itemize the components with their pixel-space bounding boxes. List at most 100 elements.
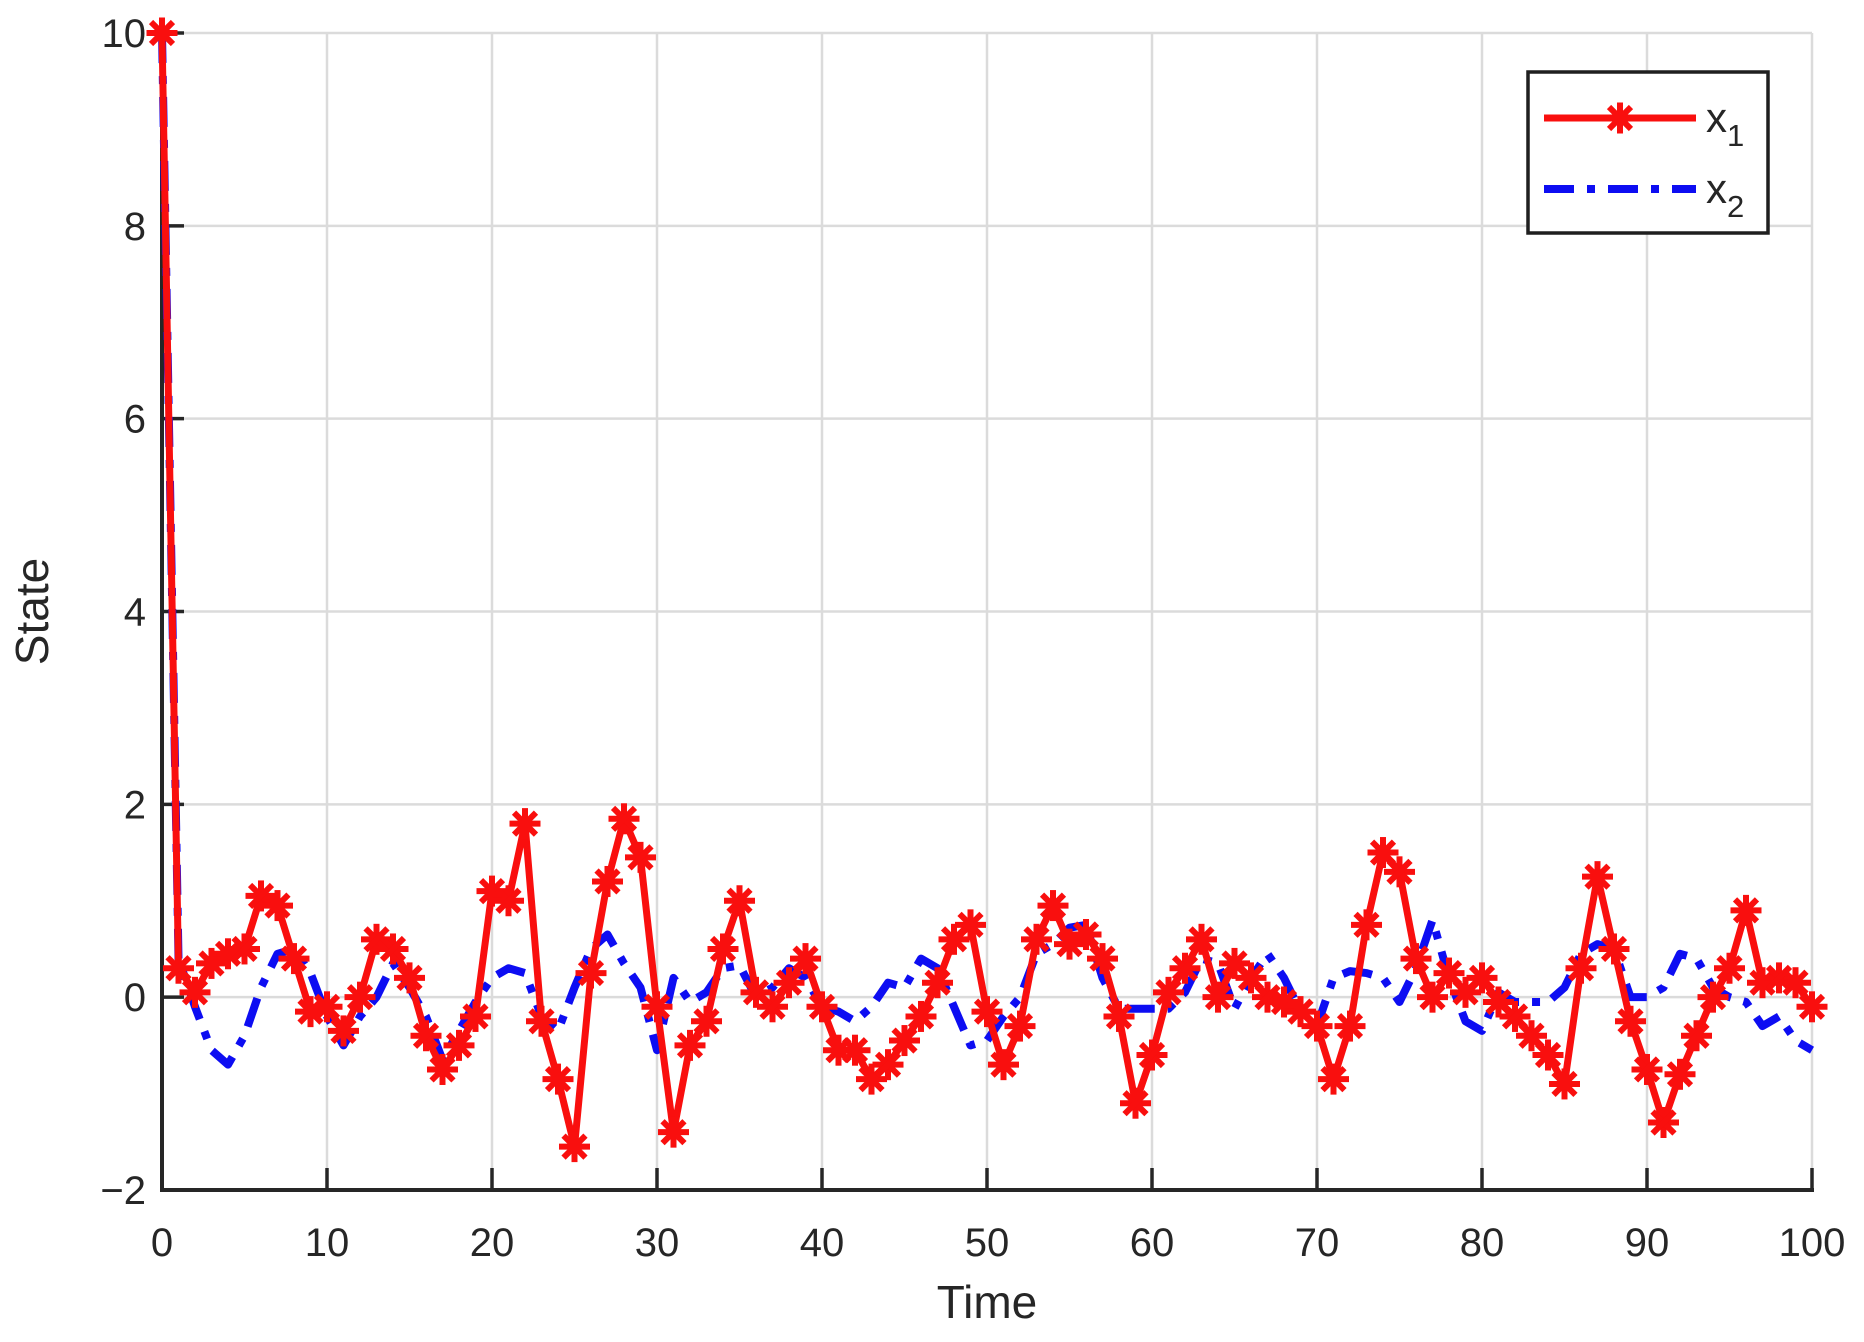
series-x1-marker <box>542 1063 574 1095</box>
asterisk-marker-stroke <box>1204 984 1232 1011</box>
series-x1-marker <box>1400 943 1432 975</box>
series-x1-marker <box>1318 1063 1349 1095</box>
asterisk-marker-stroke <box>330 1017 357 1044</box>
series-x1-marker <box>872 1049 904 1081</box>
series-x1-marker <box>410 1020 442 1052</box>
asterisk-marker-stroke <box>379 935 407 963</box>
series-x1-marker <box>1103 1000 1135 1032</box>
series-x1-marker <box>1532 1039 1564 1071</box>
asterisk-marker-stroke <box>1584 863 1611 890</box>
asterisk-marker-stroke <box>792 945 819 972</box>
series-x1-marker <box>922 967 953 999</box>
asterisk-marker-stroke <box>1270 988 1298 1016</box>
series-x1-marker <box>344 981 376 1013</box>
series-x1-marker <box>1202 981 1234 1013</box>
asterisk-marker-stroke <box>462 1003 489 1030</box>
asterisk-marker-stroke <box>891 1027 918 1054</box>
y-tick-label: 2 <box>124 783 146 827</box>
series-x1-marker <box>839 1034 871 1066</box>
asterisk-marker-stroke <box>1782 969 1809 996</box>
series-x1-marker <box>1681 1020 1712 1052</box>
asterisk-marker-stroke <box>445 1032 473 1059</box>
asterisk-marker-stroke <box>495 887 522 914</box>
asterisk-marker-stroke <box>1386 858 1413 885</box>
series-x1-marker <box>1070 918 1102 950</box>
asterisk-marker-stroke <box>660 1119 687 1146</box>
asterisk-marker-stroke <box>1237 964 1265 991</box>
asterisk-marker-stroke <box>1336 1013 1364 1040</box>
series-x1-marker <box>377 933 409 965</box>
asterisk-marker-stroke <box>742 979 770 1006</box>
y-tick-label: 0 <box>124 976 146 1020</box>
asterisk-marker-stroke <box>1600 935 1628 963</box>
asterisk-marker-stroke <box>1287 998 1314 1025</box>
series-x1-marker <box>1549 1068 1580 1100</box>
series-x1-marker <box>971 996 1003 1028</box>
series-x1-marker <box>1615 1005 1646 1037</box>
legend-marker-x1 <box>1604 102 1636 134</box>
asterisk-marker-stroke <box>478 878 506 905</box>
asterisk-marker-stroke <box>1501 1003 1529 1030</box>
series-x1-marker <box>1648 1107 1679 1139</box>
series-x1-marker <box>509 808 541 840</box>
asterisk-marker-stroke <box>396 964 423 991</box>
series-x1-marker <box>394 962 425 994</box>
series-x1-marker <box>1087 943 1118 975</box>
series-x1-marker <box>1582 861 1613 893</box>
asterisk-marker-stroke <box>1633 1056 1661 1083</box>
asterisk-marker-stroke <box>610 805 638 832</box>
asterisk-marker-stroke <box>1402 945 1430 972</box>
asterisk-marker-stroke <box>1072 921 1100 948</box>
asterisk-marker-stroke <box>577 959 605 987</box>
series-x1-marker <box>856 1063 887 1095</box>
series-x1-marker <box>229 933 260 965</box>
asterisk-marker-stroke <box>1089 945 1116 972</box>
asterisk-marker-stroke <box>1303 1013 1331 1040</box>
y-tick-label: 4 <box>124 591 146 635</box>
asterisk-marker-stroke <box>1105 1003 1133 1030</box>
asterisk-marker-stroke <box>412 1022 440 1049</box>
series-x1-marker <box>608 803 640 835</box>
y-tick-label: 8 <box>124 205 146 249</box>
asterisk-marker-stroke <box>528 1008 555 1035</box>
asterisk-marker-stroke <box>264 892 291 919</box>
legend-label-x1: x1 <box>1706 94 1744 153</box>
series-x1-marker <box>526 1005 557 1037</box>
series-x1-marker <box>1796 991 1828 1023</box>
y-axis-label: State <box>6 558 58 665</box>
asterisk-marker-stroke <box>973 998 1001 1025</box>
asterisk-marker-stroke <box>1666 1061 1694 1088</box>
asterisk-marker-stroke <box>1551 1070 1578 1098</box>
asterisk-marker-stroke <box>1699 984 1727 1011</box>
y-tick-label: −2 <box>100 1169 146 1213</box>
x-tick-label: 80 <box>1460 1221 1505 1265</box>
x-tick-label: 30 <box>635 1221 680 1265</box>
asterisk-marker-stroke <box>874 1051 902 1078</box>
series-x1-marker <box>955 909 986 941</box>
series-x1-marker <box>1598 933 1630 965</box>
series-x1-marker <box>1120 1087 1151 1119</box>
asterisk-marker-stroke <box>1171 955 1199 982</box>
asterisk-marker-stroke <box>561 1133 588 1160</box>
asterisk-marker-stroke <box>165 955 192 982</box>
series-x1-marker <box>146 17 178 49</box>
asterisk-marker-stroke <box>1567 955 1595 982</box>
x-tick-label: 90 <box>1625 1221 1670 1265</box>
series-x1-marker <box>724 885 755 917</box>
legend-box <box>1526 70 1770 235</box>
series-x1-marker <box>328 1015 359 1047</box>
asterisk-marker-stroke <box>907 1003 935 1030</box>
asterisk-marker-stroke <box>148 19 176 47</box>
legend-label-x2-base: x <box>1706 165 1727 212</box>
asterisk-marker-stroke <box>544 1066 572 1093</box>
asterisk-marker-stroke <box>1606 104 1634 132</box>
asterisk-marker-stroke <box>808 993 836 1020</box>
series-x1-marker <box>559 1131 590 1163</box>
x-tick-label: 0 <box>151 1221 173 1265</box>
x-tick-label: 50 <box>965 1221 1010 1265</box>
series-x1-marker <box>1384 856 1415 888</box>
asterisk-marker-stroke <box>1798 993 1826 1020</box>
series-x1-marker <box>806 991 838 1023</box>
series-x1-marker <box>1565 952 1597 984</box>
series-x1-marker <box>278 943 310 975</box>
